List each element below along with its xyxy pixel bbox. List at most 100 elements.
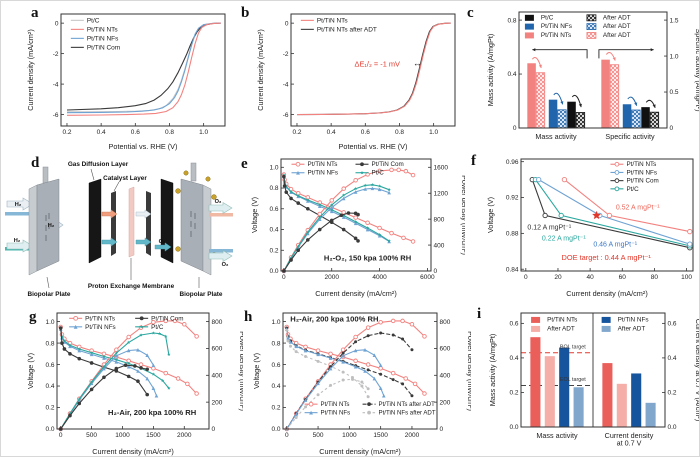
fuel-cell-diagram-svg: Gas Diffusion Layer Catalyst Layer Proto… [5,161,233,298]
svg-text:Pt/TiN NTs: Pt/TiN NTs [317,17,349,24]
h2-air-polarization-chart: H₂-Air, 200 kpa 100% RH 0 500 1000 1500 2000 0… [25,305,247,456]
svg-text:0: 0 [285,432,289,439]
svg-text:0.6: 0.6 [45,362,54,369]
svg-text:Voltage (V): Voltage (V) [486,197,495,233]
svg-text:Power density (mW/cm²): Power density (mW/cm²) [460,175,465,255]
svg-text:Current density (mA/cm²): Current density (mA/cm²) [256,29,265,111]
svg-text:Potential vs. RHE (V): Potential vs. RHE (V) [109,142,178,151]
svg-text:Pt/TiN NFs: Pt/TiN NFs [321,410,351,417]
gas-diffusion-layer-left [88,178,102,264]
svg-text:After ADT: After ADT [603,14,631,21]
h2-label-3: H₂ [14,238,21,244]
svg-text:0.6: 0.6 [361,129,370,136]
svg-text:Pt/TiN NTs after ADT: Pt/TiN NTs after ADT [317,26,377,33]
svg-text:BOL target: BOL target [560,344,586,350]
svg-text:Pt/C: Pt/C [541,14,554,21]
panel-letter-i: i [477,306,482,322]
panel-letter-a: a [31,5,39,21]
svg-text:0: 0 [440,426,444,433]
pem-label: Proton Exchange Membrane [88,283,175,290]
svg-text:0: 0 [282,274,286,281]
proton-exchange-membrane [128,186,135,258]
svg-text:60: 60 [619,274,627,281]
svg-text:1.0: 1.0 [199,129,208,136]
chart-i-svg: BOL target EOL target 0.0 0.2 0.4 0.6 0.0 0.2 0.… [488,312,699,448]
svg-text:Mass activity: Mass activity [536,431,578,440]
svg-text:Pt/TiN NTs: Pt/TiN NTs [547,316,577,323]
svg-text:Pt/TiN NTs: Pt/TiN NTs [626,161,656,168]
svg-text:Pt/TiN NTs: Pt/TiN NTs [541,32,571,39]
svg-text:Pt/TiN NFs: Pt/TiN NFs [541,23,572,30]
panel-letter-g: g [29,309,37,325]
svg-text:-4: -4 [53,81,59,88]
svg-text:0.52 A mgPt⁻¹: 0.52 A mgPt⁻¹ [616,205,660,212]
svg-text:600: 600 [440,346,451,353]
svg-text:1.0: 1.0 [269,164,278,171]
h2-o2-polarization-chart: H₂-O₂, 150 kpa 100% RH 0 2000 4000 6000 0.0 0.… [249,151,469,299]
svg-text:Current density (mA/cm²): Current density (mA/cm²) [315,289,397,298]
bipolar-plate-left [28,166,60,276]
svg-text:H₂-Air, 200 kpa 100% RH: H₂-Air, 200 kpa 100% RH [108,408,196,417]
svg-text:0.4: 0.4 [327,129,336,136]
bipolar-plate-left-label: Biopolar Plate [28,291,71,298]
gas-diffusion-layer-right [160,178,174,264]
svg-text:0.6: 0.6 [269,206,278,213]
svg-text:Voltage (V): Voltage (V) [250,197,259,233]
svg-text:0: 0 [212,426,216,433]
svg-text:0.8: 0.8 [269,185,278,192]
svg-text:0: 0 [55,20,59,27]
chart-g-svg: H₂-Air, 200 kpa 100% RH0 500 1000 1500 20000… [26,312,247,456]
svg-text:1200: 1200 [434,190,449,197]
svg-text:0.0: 0.0 [269,268,278,275]
svg-text:After ADT: After ADT [603,23,631,30]
svg-text:H₂-Air, 200 kpa 100% RH: H₂-Air, 200 kpa 100% RH [290,315,378,324]
svg-text:0.6: 0.6 [509,321,518,328]
svg-text:Pt/C: Pt/C [151,324,164,331]
fuel-cell-activity-bar-chart: BOL target EOL target 0.0 0.2 0.4 0.6 0.0 0.2 0.… [487,305,699,456]
svg-text:800: 800 [440,319,451,326]
svg-text:2000: 2000 [177,432,192,439]
svg-text:Specific activity: Specific activity [605,132,655,141]
o2-label-3: O₂ [222,262,229,268]
svg-text:Current density at 0.7 V (A/cm: Current density at 0.7 V (A/cm²) [694,319,699,422]
bipolar-plate-right-label: Biopolar Plate [180,291,223,298]
svg-text:0.2: 0.2 [269,247,278,254]
svg-text:-6: -6 [283,112,289,119]
svg-text:Pt/TiN NTs: Pt/TiN NTs [87,26,119,33]
svg-text:Pt/TiN Com: Pt/TiN Com [151,315,183,322]
svg-text:0.4: 0.4 [269,227,278,234]
doe-target-chart: 0.52 A mgPt⁻¹ 0.12 A mgPt⁻¹ 0.22 A mgPt⁻¹ 0… [485,151,699,299]
svg-text:Pt/C: Pt/C [372,170,385,177]
svg-text:0.4: 0.4 [271,383,280,390]
fuel-cell-diagram: Gas Diffusion Layer Catalyst Layer Proto… [3,153,235,303]
svg-text:Pt/C: Pt/C [626,186,639,193]
svg-text:0.84: 0.84 [506,266,519,273]
svg-text:Potential vs. RHE (V): Potential vs. RHE (V) [339,142,408,151]
catalyst-layer-left [111,191,116,256]
svg-text:200: 200 [440,399,451,406]
chart-h-svg: H₂-Air, 200 kpa 100% RH0 500 1000 1500 20000… [252,312,475,456]
chart-f-svg: 0.52 A mgPt⁻¹ 0.12 A mgPt⁻¹ 0.22 A mgPt⁻¹ 0… [486,158,694,298]
svg-text:Pt/TiN NTs: Pt/TiN NTs [308,161,338,168]
chart-b-svg: ΔE₁/₂ = -1 mV ↔ 0.2 0.4 0.6 0.8 1.0 0 -2 -4 -6 Pote… [256,13,456,151]
svg-text:0.92: 0.92 [506,195,519,202]
svg-text:Pt/TiN NFs: Pt/TiN NFs [626,169,657,176]
svg-text:1.0: 1.0 [670,53,679,60]
svg-text:After ADT: After ADT [618,325,646,332]
svg-text:Voltage (V): Voltage (V) [26,353,35,389]
svg-text:1000: 1000 [115,432,130,439]
svg-text:Pt/C: Pt/C [87,17,100,24]
svg-text:0.8: 0.8 [165,129,174,136]
svg-text:-6: -6 [53,112,59,119]
svg-text:Mass activity (A/mgPt): Mass activity (A/mgPt) [488,334,497,407]
svg-text:Pt/TiN NTs: Pt/TiN NTs [85,315,115,322]
svg-text:1500: 1500 [146,432,161,439]
svg-text:6000: 6000 [420,274,435,281]
svg-text:0.46 A mgPt⁻¹: 0.46 A mgPt⁻¹ [593,242,637,249]
svg-text:Pt/TiN NTs: Pt/TiN NTs [321,401,350,408]
svg-text:100: 100 [681,274,692,281]
svg-text:0.8: 0.8 [45,340,54,347]
svg-text:EOL target: EOL target [560,377,586,383]
svg-text:DOE target : 0.44 A mgPt⁻¹: DOE target : 0.44 A mgPt⁻¹ [562,253,652,262]
o2-label-2: O₂ [215,199,222,205]
